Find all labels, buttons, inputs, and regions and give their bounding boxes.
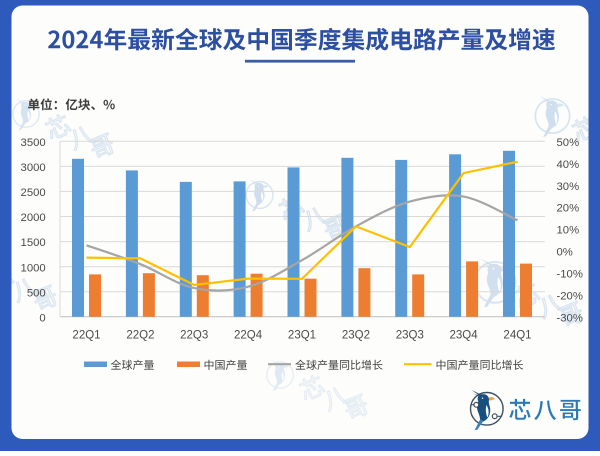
- svg-text:23Q1: 23Q1: [288, 330, 316, 342]
- svg-text:23Q3: 23Q3: [396, 330, 424, 342]
- svg-text:22Q1: 22Q1: [72, 330, 100, 342]
- svg-text:22Q2: 22Q2: [126, 330, 154, 342]
- svg-text:0%: 0%: [557, 247, 573, 259]
- svg-text:40%: 40%: [557, 159, 580, 171]
- svg-text:-10%: -10%: [557, 269, 583, 281]
- svg-text:-20%: -20%: [557, 291, 583, 303]
- svg-text:20%: 20%: [557, 203, 580, 215]
- svg-text:10%: 10%: [557, 225, 580, 237]
- svg-text:22Q4: 22Q4: [234, 330, 263, 342]
- svg-text:23Q4: 23Q4: [450, 330, 479, 342]
- svg-text:1000: 1000: [21, 262, 46, 274]
- svg-text:23Q2: 23Q2: [342, 330, 370, 342]
- svg-text:-30%: -30%: [557, 312, 583, 324]
- svg-text:1500: 1500: [21, 237, 46, 249]
- svg-text:24Q1: 24Q1: [503, 330, 531, 342]
- svg-text:3000: 3000: [21, 162, 46, 174]
- svg-text:2500: 2500: [21, 187, 46, 199]
- svg-text:3500: 3500: [21, 137, 46, 149]
- svg-text:50%: 50%: [557, 137, 580, 149]
- svg-text:30%: 30%: [557, 181, 580, 193]
- svg-text:0: 0: [39, 312, 45, 324]
- svg-text:500: 500: [27, 287, 46, 299]
- svg-text:2000: 2000: [21, 212, 46, 224]
- svg-text:22Q3: 22Q3: [180, 330, 208, 342]
